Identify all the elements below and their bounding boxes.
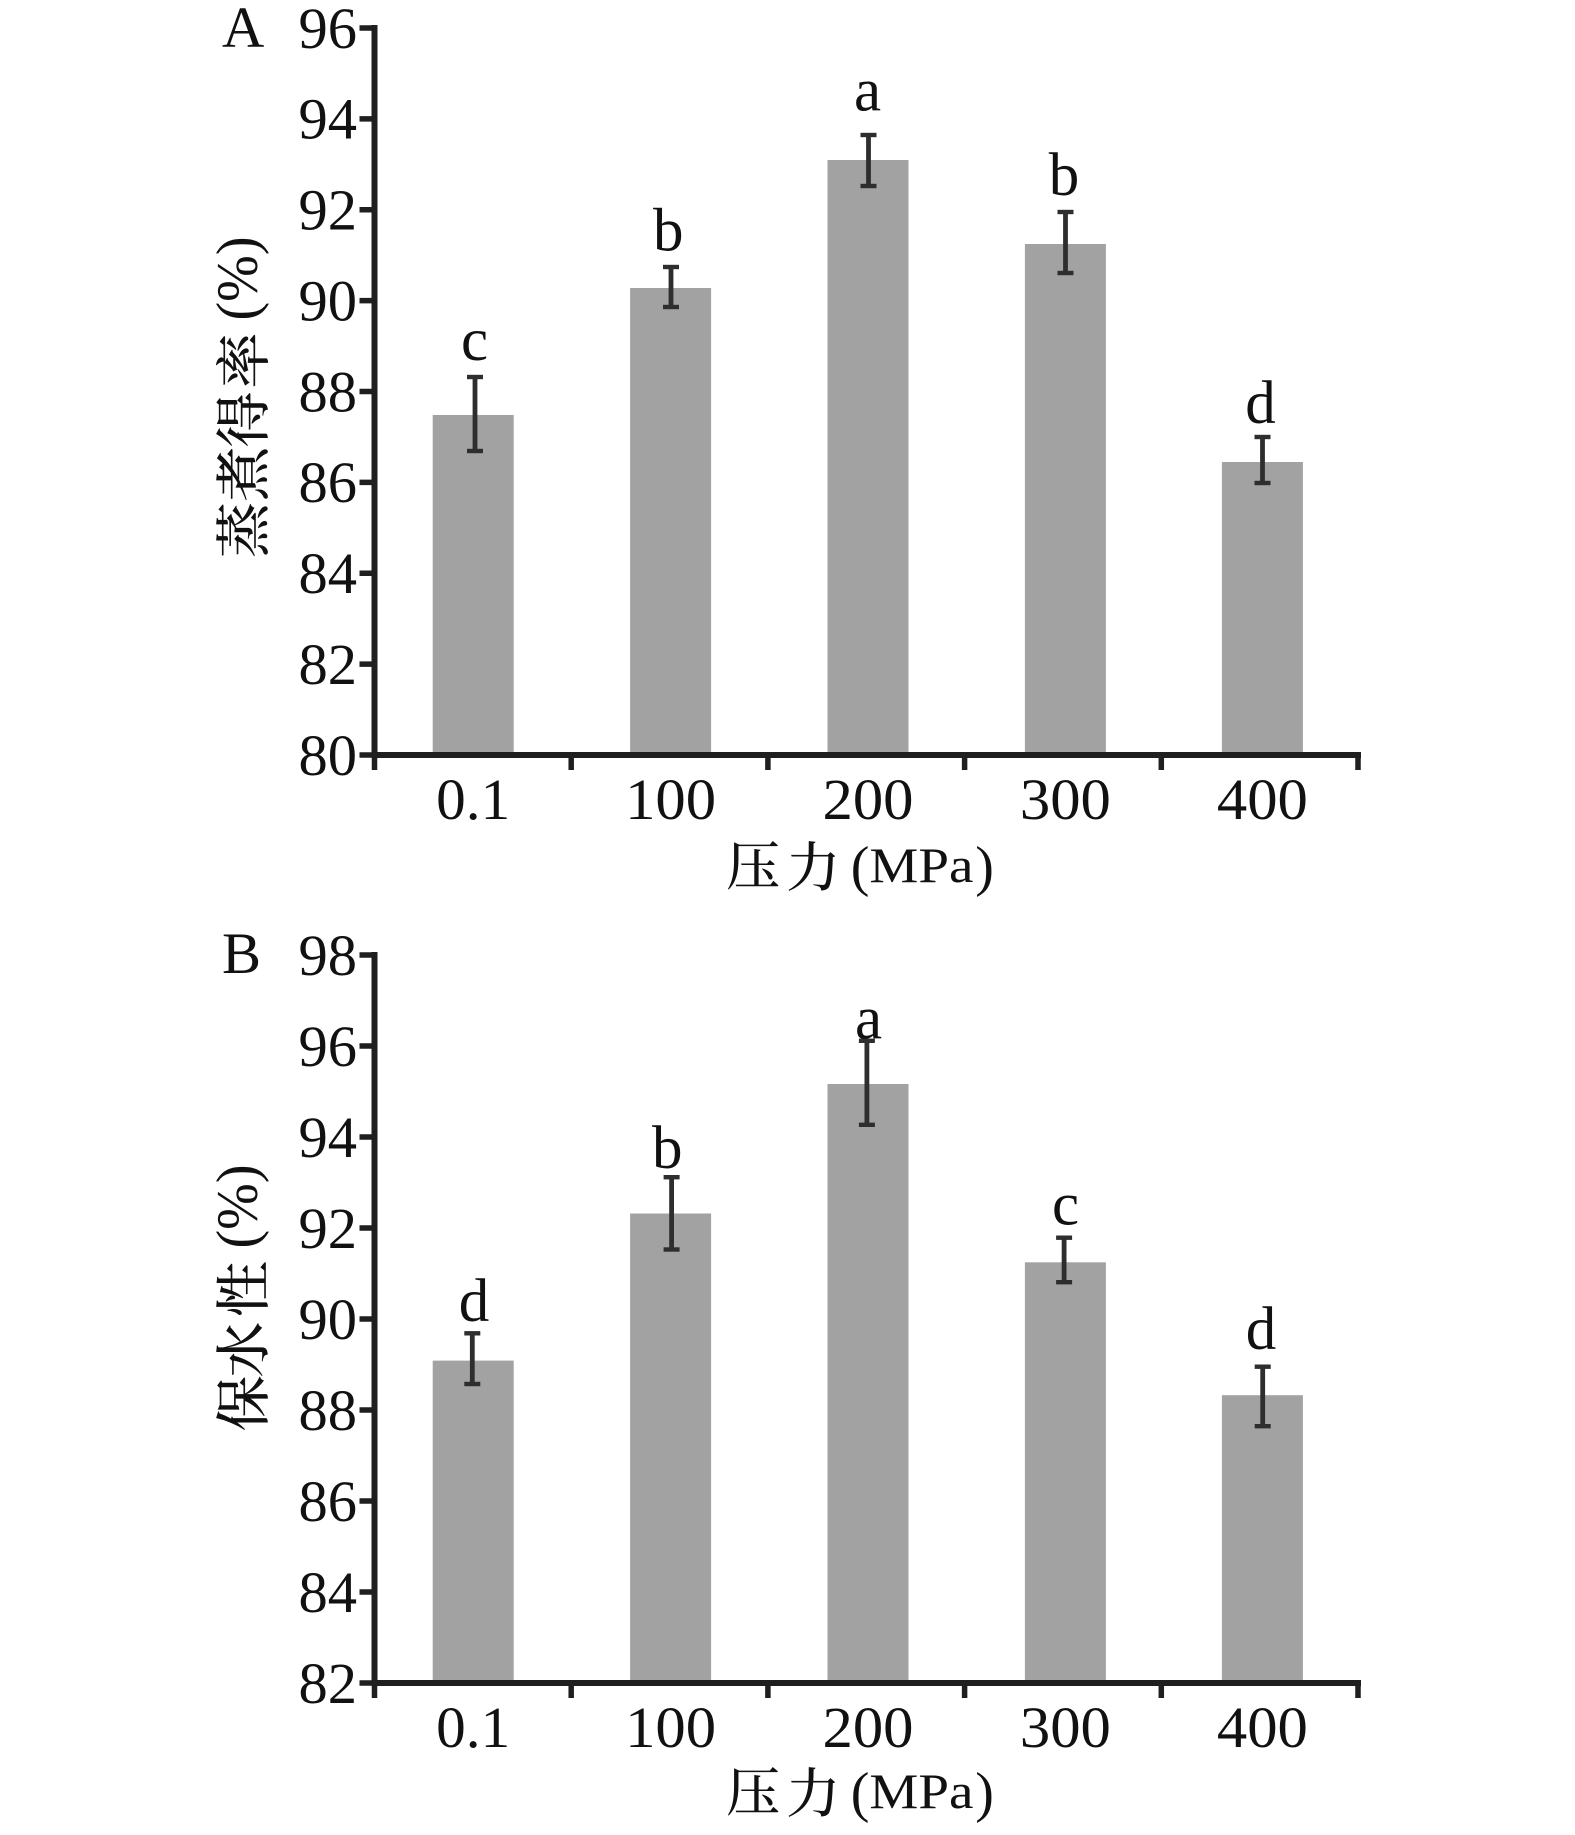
svg-text:(: (	[851, 1762, 870, 1824]
svg-text:86: 86	[299, 450, 358, 515]
svg-text:92: 92	[299, 1196, 358, 1261]
svg-text:300: 300	[1020, 767, 1111, 832]
svg-text:400: 400	[1217, 767, 1308, 832]
svg-text:0.1: 0.1	[436, 1695, 510, 1760]
svg-text:b: b	[652, 1115, 683, 1182]
svg-text:d: d	[1245, 370, 1276, 437]
svg-text:90: 90	[299, 1287, 358, 1352]
svg-text:B: B	[222, 921, 261, 986]
svg-text:94: 94	[299, 87, 358, 152]
svg-text:88: 88	[299, 1378, 358, 1443]
svg-text:82: 82	[299, 632, 358, 697]
svg-text:a: a	[855, 986, 882, 1053]
svg-text:200: 200	[823, 767, 914, 832]
svg-text:98: 98	[299, 923, 358, 988]
svg-text:200: 200	[823, 1695, 914, 1760]
svg-text:100: 100	[625, 1695, 716, 1760]
svg-text:b: b	[653, 198, 684, 265]
svg-text:86: 86	[299, 1469, 358, 1534]
svg-text:80: 80	[299, 723, 358, 788]
svg-text:88: 88	[299, 359, 358, 424]
svg-text:MPa: MPa	[869, 1763, 973, 1819]
svg-text:94: 94	[299, 1105, 358, 1170]
svg-text:A: A	[222, 0, 264, 60]
svg-text:300: 300	[1020, 1695, 1111, 1760]
svg-text:c: c	[1052, 1172, 1079, 1239]
svg-text:96: 96	[299, 0, 358, 61]
svg-text:(%): (%)	[205, 1165, 270, 1249]
svg-text:92: 92	[299, 178, 358, 243]
svg-text:MPa: MPa	[869, 837, 973, 893]
svg-text:d: d	[1246, 1296, 1277, 1363]
svg-text:): )	[975, 836, 994, 898]
svg-text:84: 84	[299, 541, 358, 606]
svg-text:): )	[975, 1762, 994, 1824]
svg-text:a: a	[854, 58, 881, 125]
svg-text:90: 90	[299, 268, 358, 333]
svg-text:100: 100	[625, 767, 716, 832]
svg-text:84: 84	[299, 1560, 358, 1625]
svg-text:82: 82	[299, 1651, 358, 1716]
svg-text:400: 400	[1217, 1695, 1308, 1760]
svg-text:(: (	[851, 836, 870, 898]
svg-text:b: b	[1049, 142, 1080, 209]
svg-text:c: c	[461, 307, 488, 374]
svg-text:96: 96	[299, 1014, 358, 1079]
svg-text:(%): (%)	[205, 237, 270, 321]
svg-text:d: d	[459, 1268, 490, 1335]
svg-text:0.1: 0.1	[436, 767, 510, 832]
